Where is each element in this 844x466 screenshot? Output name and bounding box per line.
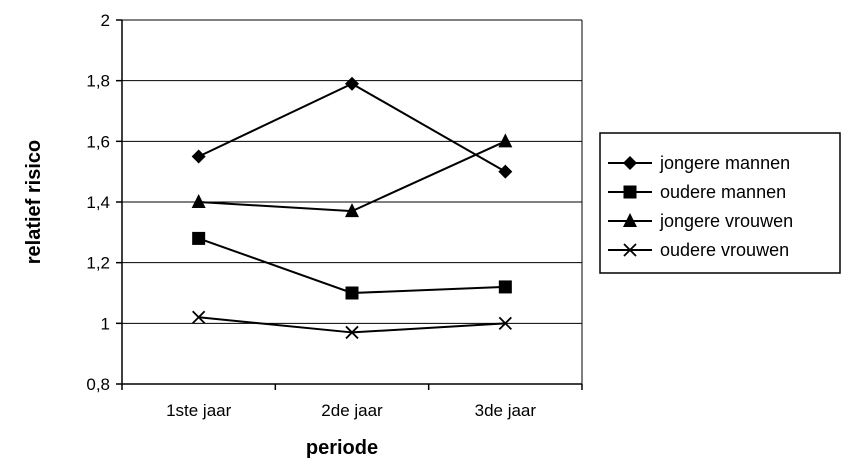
point-1-0: [192, 231, 206, 245]
y-tick-label-2: 1,2: [86, 254, 110, 273]
legend-label-0: jongere mannen: [659, 153, 790, 173]
y-tick-label-3: 1,4: [86, 193, 110, 212]
legend: jongere mannen oudere mannen jongere vrouw…: [599, 132, 841, 274]
x-axis-title: periode: [306, 437, 378, 459]
legend-item-0: jongere mannen: [608, 153, 790, 173]
y-tick-labels: 0,8 1 1,2 1,4 1,6 1,8 2: [86, 11, 122, 394]
legend-item-3: oudere vrouwen: [608, 240, 789, 260]
legend-box: [599, 132, 841, 274]
x-tick-label-1: 2de jaar: [321, 401, 383, 420]
y-tick-label-0: 0,8: [86, 375, 110, 394]
y-tick-label-6: 2: [101, 11, 110, 30]
point-0-1: [345, 76, 359, 91]
point-3-0: [192, 310, 206, 324]
legend-label-1: oudere mannen: [660, 182, 786, 202]
legend-marker-0: [623, 156, 637, 170]
y-tick-label-1: 1: [101, 314, 110, 333]
series-line-1: [198, 237, 506, 295]
legend-item-2: jongere vrouwen: [608, 211, 793, 231]
series-1: [192, 231, 512, 300]
x-tick-label-0: 1ste jaar: [166, 401, 232, 420]
series-line-3: [198, 316, 506, 334]
x-tick-labels: 1ste jaar 2de jaar 3de jaar: [121, 384, 583, 420]
legend-label-2: jongere vrouwen: [659, 211, 793, 231]
y-tick-label-5: 1,8: [86, 72, 110, 91]
series-line-2: [198, 140, 506, 213]
point-1-1: [345, 286, 359, 300]
point-0-0: [191, 149, 206, 164]
series-3: [192, 310, 512, 340]
legend-marker-3: [623, 243, 637, 257]
series-group: [191, 76, 513, 340]
series-0: [191, 76, 513, 179]
point-2-2: [498, 133, 513, 148]
point-2-0: [191, 194, 206, 208]
series-line-0: [198, 82, 506, 173]
legend-marker-2: [623, 213, 637, 227]
point-3-1: [345, 325, 359, 340]
point-1-2: [498, 280, 512, 294]
gridlines: [122, 19, 583, 384]
y-tick-label-4: 1,6: [86, 132, 110, 151]
point-0-2: [498, 164, 513, 179]
legend-label-3: oudere vrouwen: [660, 240, 789, 260]
legend-item-1: oudere mannen: [608, 182, 786, 202]
series-2: [191, 133, 513, 218]
point-2-1: [345, 203, 359, 218]
x-tick-label-2: 3de jaar: [475, 401, 537, 420]
y-axis-title: relatief risico: [23, 140, 45, 265]
legend-marker-1: [623, 185, 637, 199]
point-3-2: [498, 316, 512, 330]
